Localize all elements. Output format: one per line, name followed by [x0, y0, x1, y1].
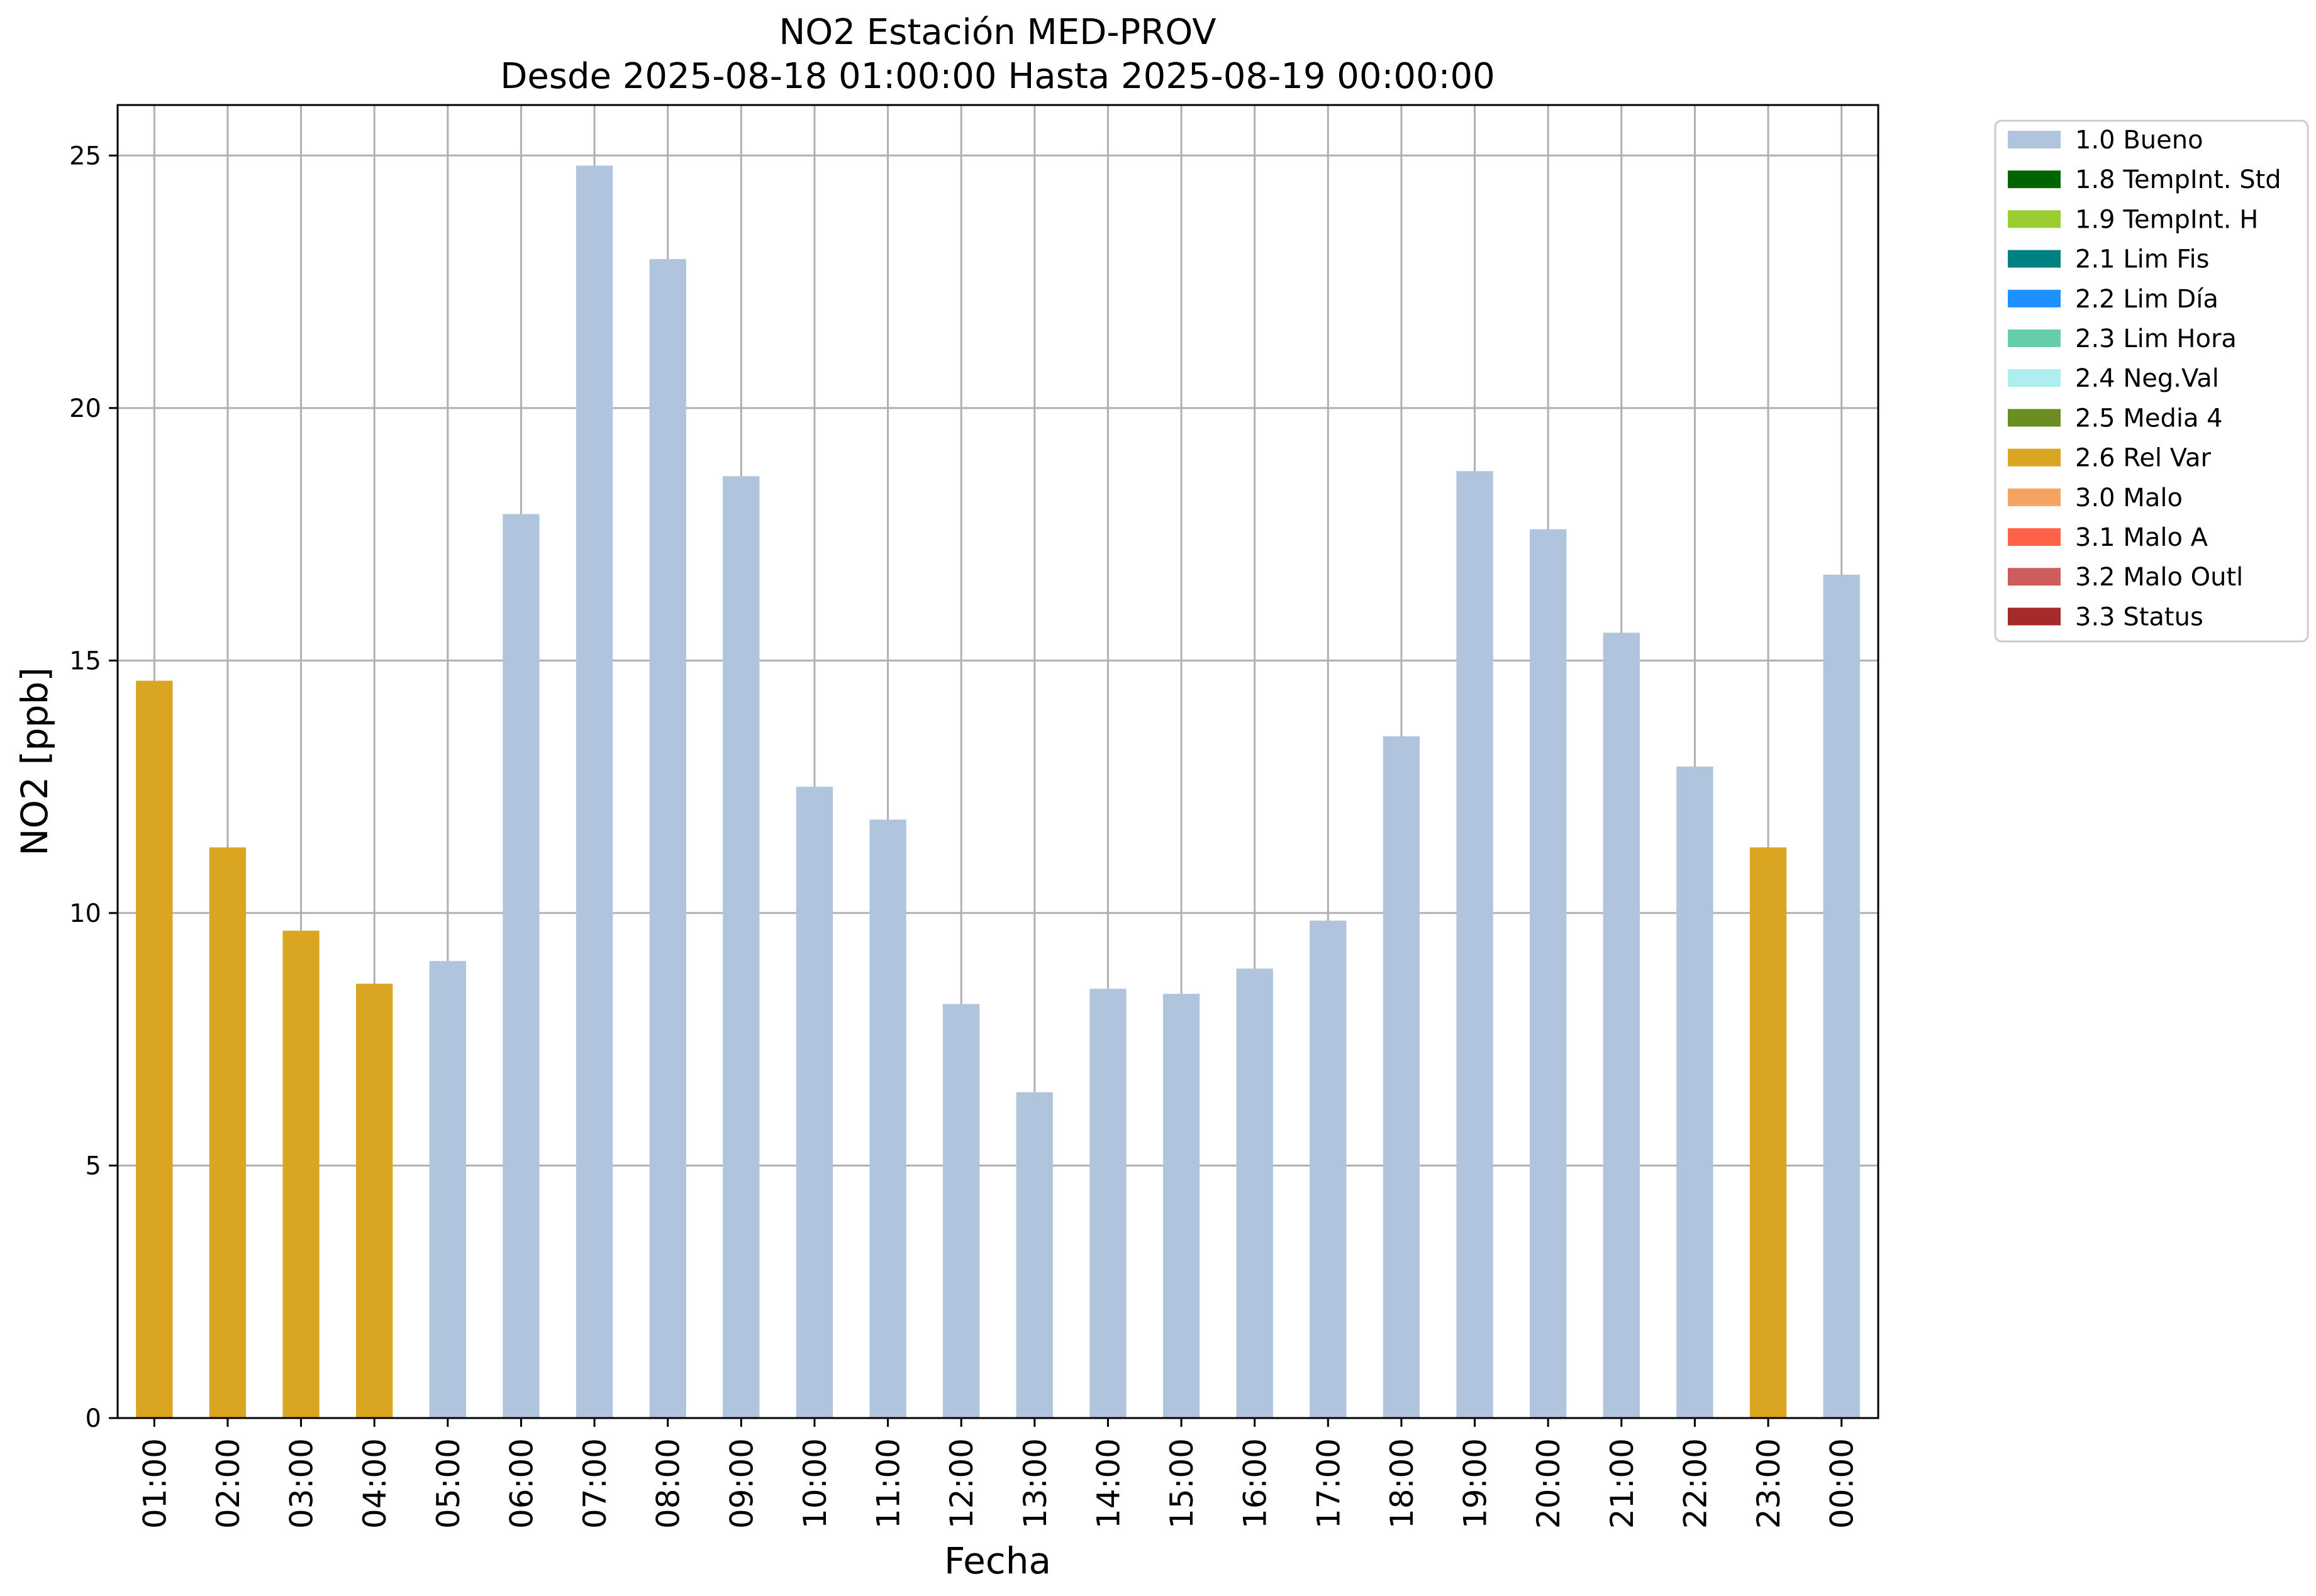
legend-swatch: [2008, 330, 2061, 347]
legend-items: 1.0 Bueno 1.8 TempInt. Std 1.9 TempInt. H 2…: [2008, 126, 2281, 631]
bar: [1749, 847, 1787, 1418]
x-tick-label: 12:00: [944, 1438, 980, 1529]
bar: [943, 1004, 980, 1418]
legend-swatch: [2008, 528, 2061, 546]
x-tick-label: 23:00: [1751, 1438, 1787, 1529]
legend-swatch: [2008, 170, 2061, 189]
x-tick-label: 14:00: [1090, 1438, 1127, 1529]
bar-layer: [136, 165, 1860, 1419]
bar: [1016, 1092, 1053, 1418]
x-tick-label: 08:00: [650, 1438, 687, 1529]
bar: [1456, 471, 1493, 1419]
legend-swatch: [2008, 448, 2061, 467]
legend-label: 2.3 Lim Hora: [2075, 324, 2237, 353]
legend-label: 2.5 Media 4: [2075, 404, 2223, 433]
x-tick-label: 00:00: [1824, 1438, 1861, 1529]
legend-label: 3.1 Malo A: [2075, 523, 2208, 552]
bar: [1310, 920, 1347, 1418]
x-tick-label: 20:00: [1530, 1438, 1567, 1529]
bar: [356, 984, 393, 1418]
legend-swatch: [2008, 607, 2061, 626]
bar: [1823, 574, 1860, 1418]
y-tick-label: 0: [86, 1404, 101, 1433]
x-axis-ticks: 01:00 02:00 03:00 04:00 05:00 06:00 07:00 08:00…: [136, 1418, 1861, 1529]
legend: 1.0 Bueno 1.8 TempInt. Std 1.9 TempInt. H 2…: [1994, 119, 2309, 643]
bar: [1162, 994, 1200, 1418]
y-axis-ticks: 0 5 10 15 20 25: [69, 141, 118, 1433]
y-tick-label: 25: [69, 141, 101, 170]
chart-subtitle: Desde 2025-08-18 01:00:00 Hasta 2025-08-…: [500, 56, 1495, 97]
x-axis-label: Fecha: [944, 1539, 1051, 1582]
bar: [723, 476, 760, 1419]
x-tick-label: 18:00: [1384, 1438, 1420, 1529]
bar: [209, 847, 247, 1418]
y-tick-label: 5: [86, 1151, 101, 1180]
legend-label: 3.3 Status: [2075, 602, 2203, 631]
legend-label: 1.0 Bueno: [2075, 126, 2203, 155]
legend-swatch: [2008, 289, 2061, 308]
bar: [1530, 529, 1567, 1418]
legend-label: 3.0 Malo: [2075, 484, 2183, 513]
x-tick-label: 11:00: [871, 1438, 907, 1529]
legend-frame: [1994, 119, 2309, 643]
x-tick-label: 16:00: [1237, 1438, 1274, 1529]
legend-label: 2.6 Rel Var: [2075, 444, 2212, 473]
x-tick-label: 06:00: [503, 1438, 540, 1529]
x-tick-label: 04:00: [357, 1438, 393, 1529]
x-tick-label: 19:00: [1457, 1438, 1494, 1529]
chart-title: NO2 Estación MED-PROV: [779, 12, 1216, 53]
bar: [796, 787, 833, 1418]
plot-frame: [116, 104, 1879, 1419]
bar: [869, 819, 906, 1418]
bar: [1603, 633, 1640, 1419]
legend-label: 2.2 Lim Día: [2075, 285, 2219, 314]
x-tick-label: 10:00: [797, 1438, 833, 1529]
y-tick-label: 10: [69, 899, 101, 928]
bar: [649, 258, 686, 1418]
legend-label: 1.9 TempInt. H: [2075, 205, 2258, 234]
bar: [136, 680, 173, 1418]
x-tick-label: 13:00: [1017, 1438, 1054, 1529]
x-tick-label: 17:00: [1310, 1438, 1347, 1529]
bar: [503, 514, 540, 1418]
x-tick-label: 15:00: [1164, 1438, 1200, 1529]
x-tick-label: 09:00: [723, 1438, 760, 1529]
bar: [1089, 989, 1127, 1418]
bar: [429, 961, 466, 1418]
legend-swatch: [2008, 568, 2061, 586]
legend-swatch: [2008, 409, 2061, 427]
y-tick-label: 15: [69, 646, 101, 675]
x-tick-label: 01:00: [136, 1438, 173, 1529]
x-tick-label: 05:00: [430, 1438, 467, 1529]
bar: [282, 931, 320, 1418]
x-tick-label: 02:00: [210, 1438, 247, 1529]
bar: [1676, 767, 1713, 1418]
legend-label: 3.2 Malo Outl: [2075, 563, 2243, 592]
bar: [576, 165, 613, 1418]
x-tick-label: 21:00: [1604, 1438, 1640, 1529]
legend-swatch: [2008, 131, 2061, 148]
legend-label: 1.8 TempInt. Std: [2075, 165, 2281, 194]
y-axis-label: NO2 [ppb]: [13, 667, 56, 856]
legend-swatch: [2008, 210, 2061, 228]
legend-swatch: [2008, 488, 2061, 506]
legend-swatch: [2008, 369, 2061, 387]
legend-swatch: [2008, 250, 2061, 268]
y-tick-label: 20: [69, 394, 101, 423]
x-tick-label: 07:00: [577, 1438, 613, 1529]
bar: [1383, 736, 1420, 1418]
x-tick-label: 03:00: [284, 1438, 320, 1529]
legend-label: 2.4 Neg.Val: [2075, 364, 2219, 393]
legend-label: 2.1 Lim Fis: [2075, 245, 2209, 274]
bar: [1236, 968, 1273, 1418]
x-tick-label: 22:00: [1677, 1438, 1713, 1529]
